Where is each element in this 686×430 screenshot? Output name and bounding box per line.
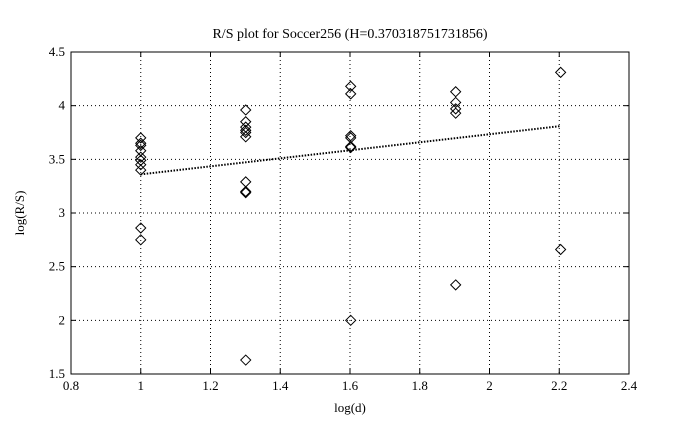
y-tick-label: 2 — [59, 312, 66, 327]
data-point-diamond — [240, 104, 252, 116]
plot-frame — [70, 51, 630, 375]
x-axis-label: log(d) — [334, 400, 366, 415]
data-point-diamond — [135, 164, 147, 176]
data-point-diamond — [240, 126, 252, 139]
y-tick-label: 3.5 — [49, 151, 65, 166]
data-points — [135, 66, 567, 366]
data-point-diamond — [135, 222, 147, 234]
data-point-diamond — [240, 131, 252, 143]
data-point-diamond — [344, 80, 357, 93]
data-point-diamond — [240, 124, 252, 137]
data-point-diamond — [449, 96, 462, 109]
y-tick-label: 4.5 — [49, 44, 65, 59]
x-tick-label: 0.8 — [63, 378, 79, 393]
fit-line-group — [140, 125, 561, 176]
data-point-diamond — [344, 88, 357, 100]
data-point-diamond — [135, 151, 147, 163]
fit-line — [140, 125, 561, 176]
data-point-diamond — [240, 185, 252, 198]
y-tick-label: 4 — [59, 98, 66, 113]
x-tick-label: 2.4 — [621, 378, 638, 393]
data-point-diamond — [554, 66, 567, 79]
y-tick-label: 3 — [59, 205, 66, 220]
data-point-diamond — [344, 140, 357, 153]
data-point-diamond — [135, 137, 147, 149]
data-point-diamond — [240, 116, 252, 128]
data-point-diamond — [554, 243, 567, 256]
data-point-diamond — [449, 279, 462, 291]
chart-title: R/S plot for Soccer256 (H=0.370318751731… — [212, 27, 487, 42]
x-tick-label: 1.8 — [412, 378, 428, 393]
x-tick-label: 1.4 — [272, 378, 289, 393]
data-point-diamond — [449, 103, 462, 115]
data-point-diamond — [344, 130, 357, 142]
data-point-diamond — [135, 132, 147, 144]
y-axis-label: log(R/S) — [12, 191, 27, 236]
y-tick-label: 1.5 — [49, 366, 65, 381]
x-tick-label: 1.6 — [342, 378, 359, 393]
data-point-diamond — [344, 314, 357, 327]
data-point-diamond — [135, 158, 147, 171]
data-point-diamond — [449, 107, 462, 119]
data-point-diamond — [240, 186, 252, 199]
y-tick-label: 2.5 — [49, 259, 65, 274]
grid-lines — [71, 52, 629, 374]
x-tick-label: 2.2 — [551, 378, 567, 393]
data-point-diamond — [135, 139, 147, 152]
data-point-diamond — [449, 86, 462, 98]
data-point-diamond — [344, 141, 357, 154]
x-tick-label: 1 — [138, 378, 145, 393]
data-point-diamond — [240, 354, 252, 366]
x-tick-label: 1.2 — [202, 378, 218, 393]
x-tick-label: 2 — [486, 378, 493, 393]
data-point-diamond — [135, 234, 147, 246]
x-axis-ticks: 0.8 1 1.2 1.4 1.6 1.8 2 2.2 2.4 — [63, 52, 638, 393]
